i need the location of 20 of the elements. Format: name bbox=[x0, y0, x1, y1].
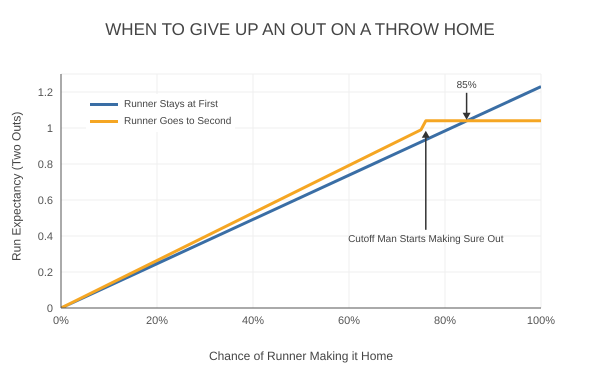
x-tick-label: 40% bbox=[242, 314, 264, 327]
x-tick-label: 80% bbox=[434, 314, 456, 327]
y-axis-title: Run Expectancy (Two Outs) bbox=[9, 112, 24, 261]
x-axis-title: Chance of Runner Making it Home bbox=[208, 349, 394, 363]
y-tick-label: 0.6 bbox=[38, 194, 53, 207]
chart-title: WHEN TO GIVE UP AN OUT ON A THROW HOME bbox=[104, 20, 496, 40]
x-tick-label: 100% bbox=[526, 314, 556, 327]
annotation: Cutoff Man Starts Making Sure Out bbox=[348, 234, 504, 245]
annotation: 85% bbox=[456, 80, 477, 91]
y-tick-label: 0.4 bbox=[38, 230, 53, 243]
y-tick-label: 0 bbox=[46, 302, 53, 315]
y-tick-label: 1 bbox=[46, 122, 53, 135]
y-tick-label: 0.8 bbox=[38, 158, 53, 171]
x-tick-label: 60% bbox=[338, 314, 360, 327]
x-tick-label: 0% bbox=[53, 314, 70, 327]
y-tick-label: 1.2 bbox=[38, 86, 53, 99]
legend-label: Runner Stays at First bbox=[124, 99, 218, 110]
legend-label: Runner Goes to Second bbox=[124, 116, 232, 127]
y-tick-label: 0.2 bbox=[38, 266, 53, 279]
x-tick-label: 20% bbox=[146, 314, 168, 327]
